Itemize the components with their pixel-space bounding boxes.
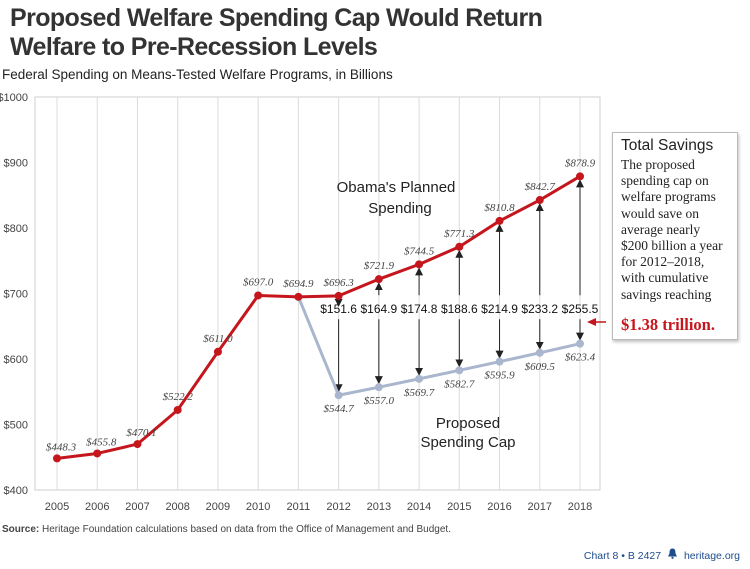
spending-cap-annotation: Proposed (436, 415, 500, 432)
planned-spending-point (133, 440, 142, 449)
y-tick-label: $1000 (0, 92, 28, 104)
difference-label: $151.6 (320, 302, 357, 316)
spending-cap-value-label: $595.9 (484, 370, 515, 382)
x-tick-label: 2014 (407, 501, 431, 513)
y-tick-label: $500 (4, 420, 28, 432)
spending-cap-value-label: $557.0 (364, 395, 395, 407)
planned-value-label: $744.5 (404, 245, 435, 257)
x-tick-label: 2016 (487, 501, 511, 513)
x-tick-label: 2012 (326, 501, 350, 513)
x-tick-label: 2007 (125, 501, 149, 513)
planned-spending-point (495, 216, 504, 225)
planned-spending-point (254, 291, 263, 300)
difference-label: $164.9 (360, 302, 397, 316)
planned-value-label: $448.3 (46, 441, 77, 453)
spending-cap-point (334, 391, 343, 400)
spending-cap-value-label: $582.7 (444, 378, 475, 390)
planned-spending-point (173, 405, 182, 414)
total-savings-amount: $1.38 trillion. (621, 315, 715, 334)
planned-spending-point (93, 449, 102, 458)
x-tick-label: 2008 (165, 501, 189, 513)
x-tick-label: 2010 (246, 501, 270, 513)
planned-spending-point (53, 454, 61, 463)
planned-spending-point (334, 291, 343, 300)
x-tick-label: 2017 (528, 501, 552, 513)
chart-reference: Chart 8 • B 2427 (583, 550, 662, 562)
spending-cap-value-label: $609.5 (525, 361, 556, 373)
planned-value-label: $696.3 (323, 277, 354, 289)
chart-title: Proposed Welfare Spending Cap Would Retu… (10, 4, 543, 61)
spending-cap-value-label: $623.4 (565, 352, 596, 364)
y-tick-label: $900 (4, 158, 28, 170)
spending-cap-point (495, 357, 504, 366)
planned-spending-point (415, 260, 424, 269)
planned-spending-point (455, 242, 464, 251)
planned-value-label: $842.7 (525, 181, 556, 193)
x-tick-label: 2006 (85, 501, 109, 513)
difference-label: $233.2 (521, 302, 558, 316)
x-tick-label: 2018 (568, 501, 592, 513)
source-label: Source: (2, 524, 40, 535)
y-tick-label: $800 (4, 223, 28, 235)
chart-subtitle: Federal Spending on Means-Tested Welfare… (2, 67, 393, 82)
planned-spending-point (213, 347, 222, 356)
x-tick-label: 2005 (45, 501, 69, 513)
spending-cap-annotation-2: Spending Cap (420, 434, 515, 451)
footer: Chart 8 • B 2427 heritage.org (584, 548, 740, 562)
spending-cap-point (455, 366, 464, 375)
spending-cap-point (415, 374, 424, 383)
planned-value-label: $771.3 (444, 228, 475, 240)
spending-cap-line (296, 296, 581, 397)
planned-value-label: $721.9 (364, 260, 395, 272)
liberty-bell-icon (667, 548, 678, 562)
planned-spending-annotation: Obama's Planned (337, 179, 456, 196)
source-note: Source: Heritage Foundation calculations… (2, 524, 451, 535)
x-tick-label: 2011 (287, 501, 311, 513)
spending-cap-point (535, 348, 544, 357)
total-savings-box: Total Savings The proposed spending cap … (612, 132, 738, 340)
x-tick-label: 2009 (206, 501, 230, 513)
x-tick-label: 2013 (367, 501, 391, 513)
spending-cap-point (576, 339, 584, 348)
planned-value-label: $470.1 (126, 427, 156, 439)
planned-spending-point (535, 196, 544, 205)
planned-value-label: $694.9 (283, 278, 314, 290)
planned-spending-point (576, 172, 584, 181)
y-tick-label: $700 (4, 289, 28, 301)
planned-spending-point (294, 292, 303, 301)
y-tick-label: $400 (4, 485, 28, 497)
difference-label: $188.6 (441, 302, 478, 316)
planned-spending-point (374, 275, 383, 284)
difference-label: $174.8 (401, 302, 438, 316)
planned-spending-annotation-2: Spending (368, 200, 431, 217)
total-savings-title: Total Savings (621, 137, 714, 154)
spending-cap-value-label: $569.7 (404, 387, 435, 399)
spending-cap-point (374, 383, 383, 392)
y-tick-label: $600 (4, 354, 28, 366)
difference-label: $214.9 (481, 302, 518, 316)
planned-value-label: $697.0 (243, 276, 274, 288)
x-tick-label: 2015 (447, 501, 471, 513)
planned-value-label: $878.9 (565, 157, 596, 169)
planned-spending-line (56, 175, 581, 460)
spending-cap-value-label: $544.7 (323, 403, 354, 415)
planned-value-label: $810.8 (484, 202, 515, 214)
planned-value-label: $611.0 (203, 333, 233, 345)
planned-value-label: $455.8 (86, 436, 117, 448)
footer-site-link[interactable]: heritage.org (683, 550, 740, 562)
planned-value-label: $522.2 (163, 391, 194, 403)
difference-label: $255.5 (562, 302, 599, 316)
plot-frame (34, 96, 601, 491)
source-text: Heritage Foundation calculations based o… (42, 524, 451, 535)
total-savings-text: The proposed spending cap on welfare pro… (621, 157, 723, 302)
